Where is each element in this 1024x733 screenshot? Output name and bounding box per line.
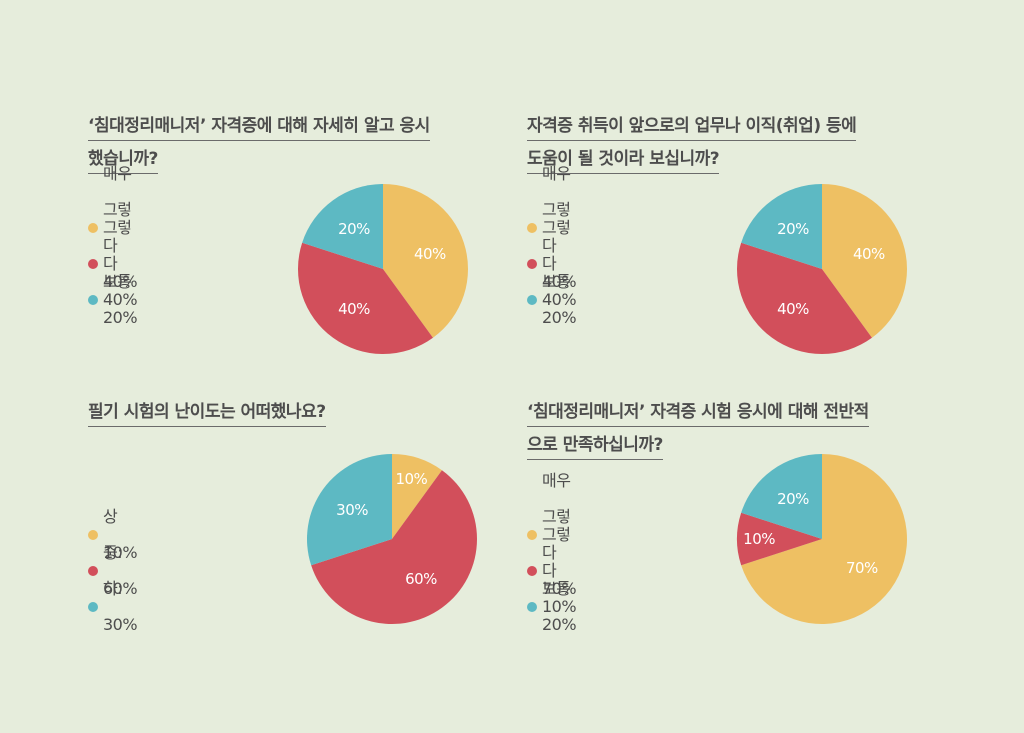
legend: 상 10% 중: 60% 하: 30% (88, 507, 138, 634)
legend-dot (527, 223, 537, 233)
pie-slice-label: 20% (338, 220, 370, 238)
pie-chart: 10% 60% 30% (306, 454, 477, 624)
question-line: 자격증 취득이 앞으로의 업무나 이직(취업) 등에 (527, 112, 857, 141)
legend-dot (88, 566, 98, 576)
legend-label: 매우 그렇다 40% (542, 164, 577, 291)
legend-item: 보통 20% (527, 579, 577, 634)
legend-dot (527, 566, 537, 576)
pie-slice-label: 30% (336, 501, 368, 519)
question-line: 필기 시험의 난이도는 어떠했나요? (88, 398, 326, 427)
question-line: 도움이 될 것이라 보십니까? (527, 145, 720, 174)
legend-label: 그렇다 40% (542, 218, 577, 309)
legend-item: 중: 60% (88, 543, 138, 598)
legend-label: 보통 20% (103, 272, 138, 327)
pie-slice-3 (741, 454, 822, 539)
legend-dot (88, 530, 98, 540)
pie-chart: 40% 40% 20% (736, 184, 908, 355)
legend-item: 매우 그렇다 70% (527, 471, 577, 598)
pie-slice-label: 40% (777, 300, 809, 318)
legend-item: 그렇다 40% (527, 218, 577, 309)
legend-label: 그렇다 10% (542, 525, 577, 616)
legend-dot (527, 259, 537, 269)
legend-dot (527, 295, 537, 305)
question-title: 필기 시험의 난이도는 어떠했나요? (88, 398, 326, 431)
legend-dot (88, 223, 98, 233)
pie-slice-2 (736, 242, 872, 355)
pie-slice-label: 20% (777, 490, 809, 508)
legend-item: 그렇다 40% (88, 218, 138, 309)
legend-item: 하: 30% (88, 579, 138, 634)
pie-slice-label: 40% (853, 245, 885, 263)
pie-slice-3 (741, 184, 822, 269)
legend-item: 매우 그렇다 40% (88, 164, 138, 291)
question-line: ‘침대정리매니저’ 자격증 시험 응시에 대해 전반적 (527, 398, 869, 427)
legend-label: 그렇다 40% (103, 218, 138, 309)
pie-slice-2 (297, 242, 433, 355)
legend-label: 매우 그렇다 40% (103, 164, 138, 291)
pie-slice-1 (383, 184, 469, 338)
legend-label: 보통 20% (542, 579, 577, 634)
legend-item: 상 10% (88, 507, 138, 562)
question-line: 했습니까? (88, 145, 158, 174)
legend: 매우 그렇다 40% 그렇다 40% 보통 20% (527, 164, 577, 327)
pie-slice-label: 10% (743, 530, 775, 548)
pie-slice-2 (311, 470, 477, 624)
legend-dot (527, 530, 537, 540)
legend-label: 상 10% (103, 507, 138, 562)
pie-slice-label: 40% (338, 300, 370, 318)
pie-slice-1 (822, 184, 908, 338)
legend-dot (88, 259, 98, 269)
pie-slice-3 (306, 454, 392, 566)
legend-dot (88, 602, 98, 612)
pie-slice-label: 40% (414, 245, 446, 263)
pie-slice-1 (392, 454, 442, 539)
legend-dot (88, 295, 98, 305)
pie-slice-label: 20% (777, 220, 809, 238)
pie-slice-label: 60% (405, 570, 437, 588)
legend-label: 하: 30% (103, 579, 138, 634)
pie-slice-3 (302, 184, 383, 269)
legend-item: 보통 20% (88, 272, 138, 327)
pie-slice-label: 10% (395, 470, 427, 488)
pie-slice-1 (741, 454, 907, 624)
pie-chart: 40% 40% 20% (297, 184, 469, 355)
pie-chart: 70% 10% 20% (736, 454, 907, 624)
legend-item: 그렇다 10% (527, 525, 577, 616)
question-title: 자격증 취득이 앞으로의 업무나 이직(취업) 등에 도움이 될 것이라 보십니… (527, 112, 857, 178)
legend-label: 보통 20% (542, 272, 577, 327)
question-title: ‘침대정리매니저’ 자격증 시험 응시에 대해 전반적 으로 만족하십니까? (527, 398, 869, 464)
question-line: 으로 만족하십니까? (527, 431, 663, 460)
question-line: ‘침대정리매니저’ 자격증에 대해 자세히 알고 응시 (88, 112, 430, 141)
pie-slice-label: 70% (846, 559, 878, 577)
question-title: ‘침대정리매니저’ 자격증에 대해 자세히 알고 응시 했습니까? (88, 112, 430, 178)
legend-dot (527, 602, 537, 612)
legend-item: 보통 20% (527, 272, 577, 327)
legend-label: 매우 그렇다 70% (542, 471, 577, 598)
legend: 매우 그렇다 70% 그렇다 10% 보통 20% (527, 471, 577, 634)
legend-item: 매우 그렇다 40% (527, 164, 577, 291)
legend-label: 중: 60% (103, 543, 138, 598)
pie-slice-2 (736, 512, 822, 566)
legend: 매우 그렇다 40% 그렇다 40% 보통 20% (88, 164, 138, 327)
